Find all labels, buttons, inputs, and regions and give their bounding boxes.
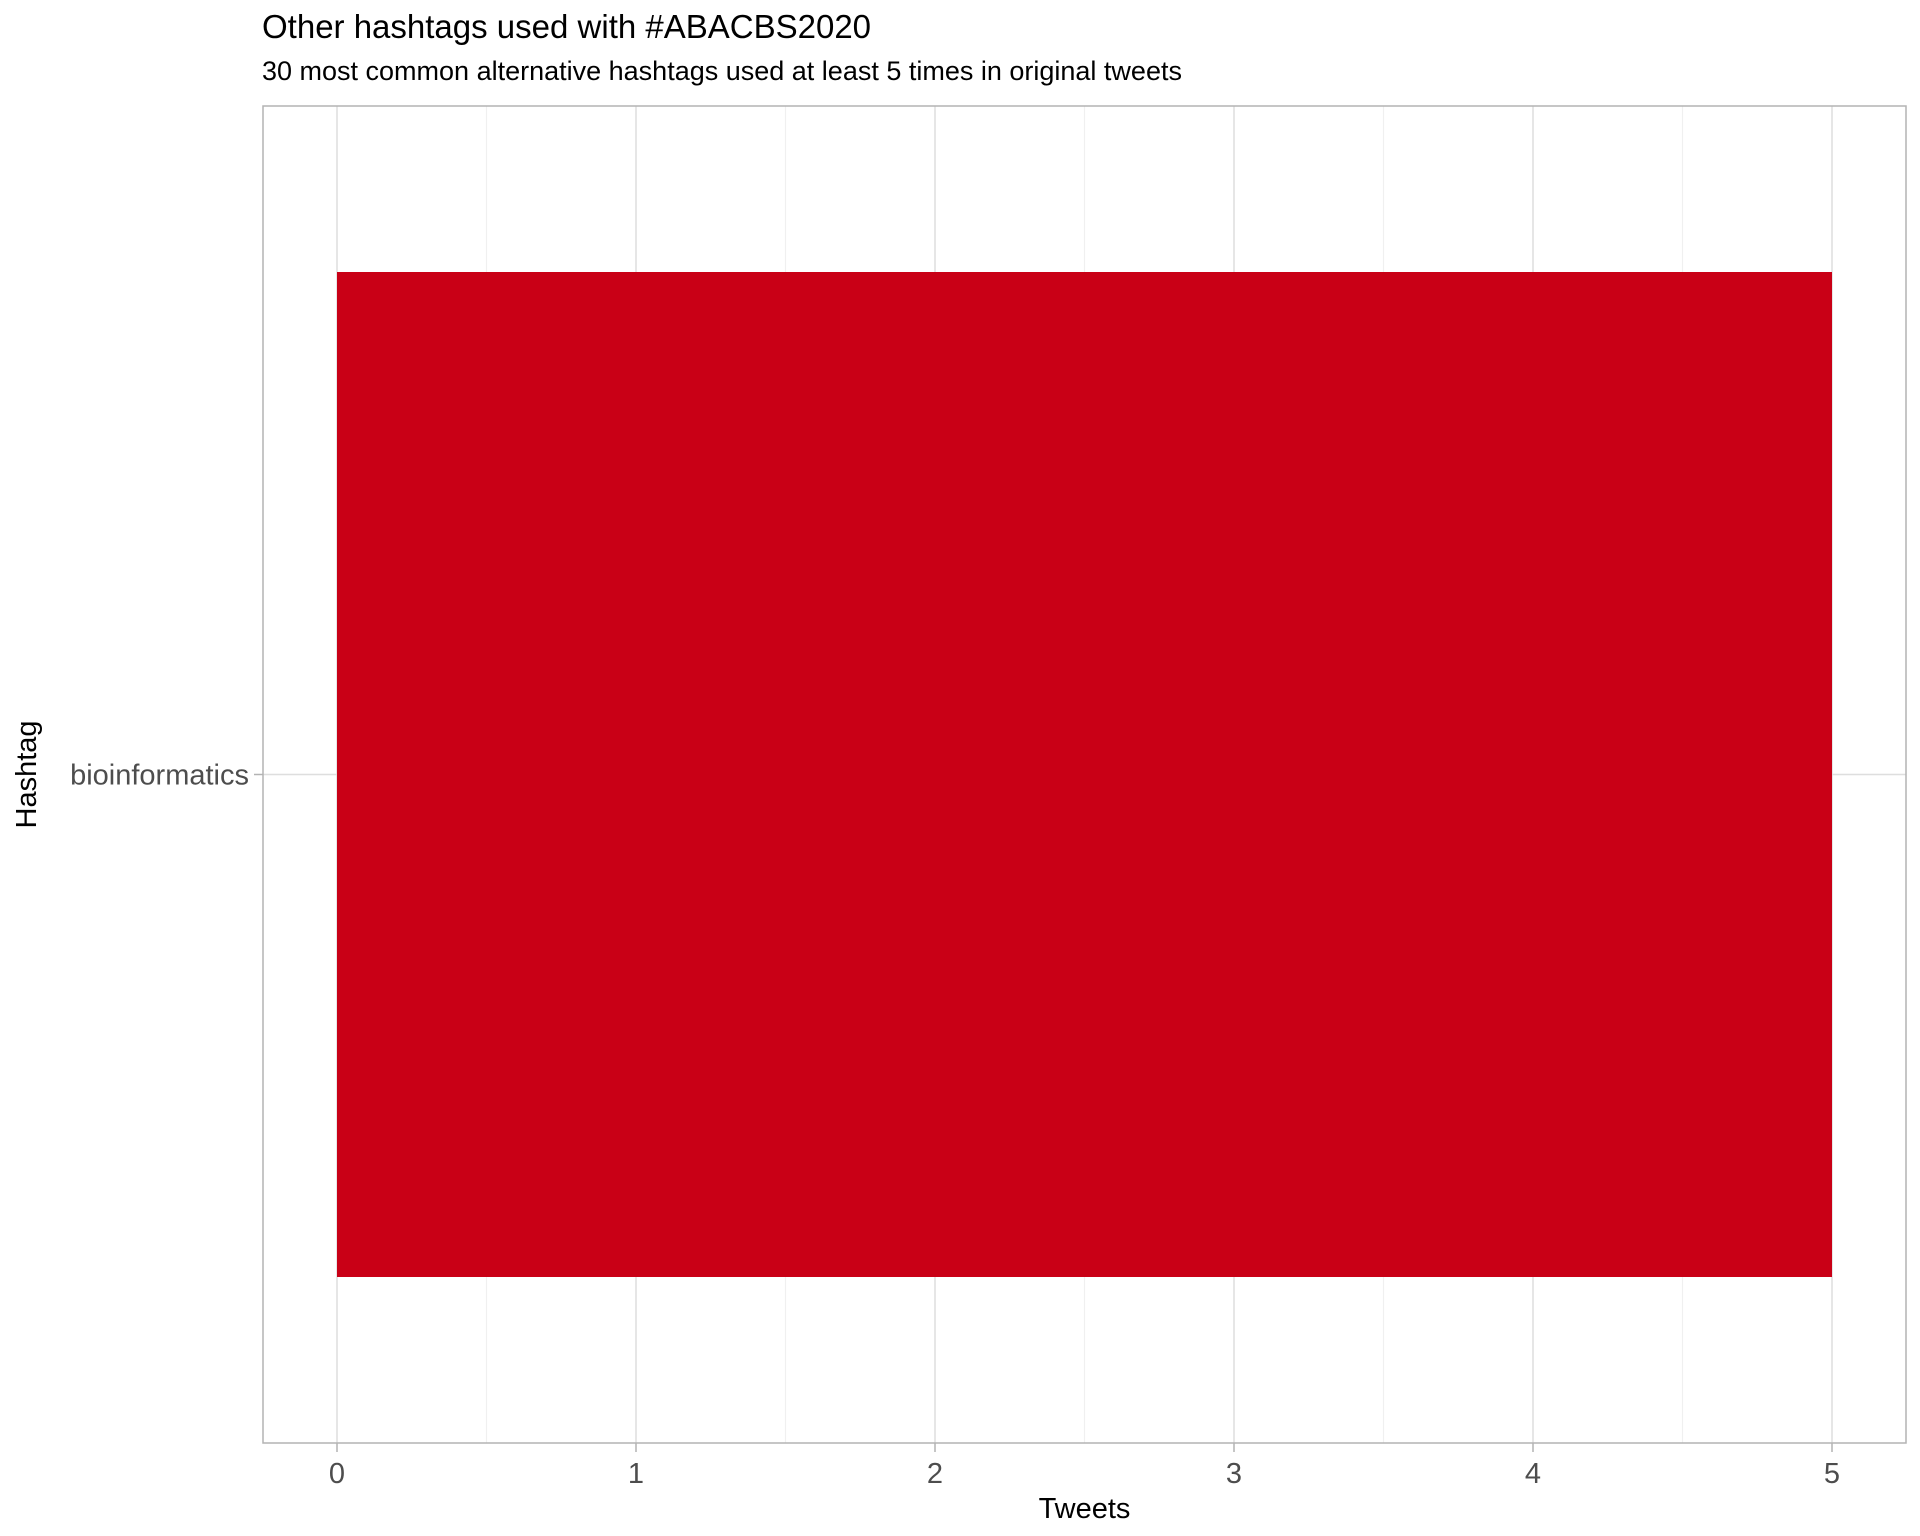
x-tick-label: 2 [927,1458,943,1490]
chart-title: Other hashtags used with #ABACBS2020 [262,8,872,45]
y-tick-label: bioinformatics [70,760,249,792]
x-axis-title: Tweets [1039,1493,1131,1525]
x-tick-label: 4 [1525,1458,1541,1490]
x-tick-label: 3 [1226,1458,1242,1490]
x-tick-label: 5 [1824,1458,1840,1490]
x-tick-label: 1 [628,1458,644,1490]
x-axis-ticks: 0 1 2 3 4 5 [329,1443,1840,1490]
chart-subtitle: 30 most common alternative hashtags used… [262,56,1182,86]
y-axis-title: Hashtag [11,720,43,828]
bars [337,272,1832,1277]
bar-bioinformatics [337,272,1832,1277]
x-tick-label: 0 [329,1458,345,1490]
y-axis-ticks: bioinformatics [70,760,263,792]
